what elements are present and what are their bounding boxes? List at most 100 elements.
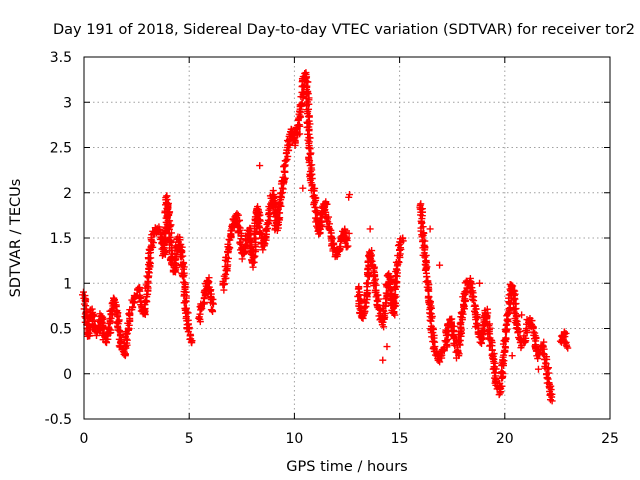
data-point — [354, 285, 362, 293]
data-point — [489, 365, 497, 373]
data-point — [274, 207, 282, 215]
data-point — [502, 321, 510, 329]
data-point — [113, 319, 121, 327]
data-point — [520, 332, 528, 340]
tick-labels: 0 5 10 15 20 25 -0.5 0 0.5 1 1.5 2 2.5 3 3.5 — [45, 50, 619, 447]
data-point — [467, 288, 475, 296]
data-point — [278, 184, 286, 192]
data-point — [514, 329, 522, 337]
data-point — [489, 354, 497, 362]
data-point — [501, 326, 509, 334]
data-point — [110, 294, 118, 302]
data-point — [343, 234, 351, 242]
data-point — [362, 299, 370, 307]
data-point — [505, 299, 513, 307]
data-point — [114, 326, 122, 334]
data-point — [248, 259, 256, 267]
data-point — [208, 306, 216, 314]
data-point — [185, 325, 193, 333]
data-point — [498, 368, 506, 376]
data-point — [330, 241, 338, 249]
data-point — [422, 261, 430, 269]
data-point — [430, 337, 438, 345]
data-point — [379, 356, 387, 364]
data-point — [345, 229, 353, 237]
data-point — [291, 136, 299, 144]
y-tick-label: -0.5 — [45, 412, 72, 428]
data-point — [564, 344, 572, 352]
data-point — [421, 253, 429, 261]
data-point — [394, 252, 402, 260]
data-point — [543, 365, 551, 373]
x-tick-label: 20 — [496, 431, 514, 447]
data-point — [356, 296, 364, 304]
data-point — [540, 338, 548, 346]
data-point — [209, 300, 217, 308]
data-point — [316, 219, 324, 227]
y-tick-label: 3.5 — [50, 50, 72, 66]
data-point — [180, 263, 188, 271]
y-axis-label: SDTVAR / TECUs — [8, 179, 24, 298]
data-point — [282, 157, 290, 165]
data-point — [306, 150, 314, 158]
data-point — [149, 230, 157, 238]
data-point — [181, 284, 189, 292]
data-point — [426, 225, 434, 233]
data-point — [363, 286, 371, 294]
data-point — [399, 234, 407, 242]
data-point — [164, 217, 172, 225]
data-point — [532, 334, 540, 342]
data-point — [365, 269, 373, 277]
data-point — [343, 243, 351, 251]
data-point — [426, 316, 434, 324]
data-point — [256, 162, 264, 170]
data-point — [518, 311, 526, 319]
data-point — [388, 309, 396, 317]
data-point — [310, 199, 318, 207]
data-point — [298, 99, 306, 107]
x-axis-label: GPS time / hours — [286, 459, 407, 475]
data-point — [562, 329, 570, 337]
data-point — [299, 184, 307, 192]
data-point — [259, 246, 267, 254]
data-point — [468, 295, 476, 303]
data-point — [255, 222, 263, 230]
data-point — [355, 291, 363, 299]
data-point — [380, 323, 388, 331]
data-point — [345, 193, 353, 201]
data-point — [366, 225, 374, 233]
data-point — [456, 337, 464, 345]
data-point — [502, 334, 510, 342]
data-point — [486, 341, 494, 349]
data-point — [177, 253, 185, 261]
data-point — [436, 261, 444, 269]
data-point — [163, 199, 171, 207]
data-point — [510, 308, 518, 316]
data-point — [419, 238, 427, 246]
data-point — [120, 346, 128, 354]
data-point — [392, 278, 400, 286]
data-point — [222, 253, 230, 261]
data-point — [508, 352, 516, 360]
chart-title: Day 191 of 2018, Sidereal Day-to-day VTE… — [53, 22, 635, 38]
data-point — [534, 365, 542, 373]
data-point — [178, 272, 186, 280]
data-point — [307, 179, 315, 187]
data-point — [281, 174, 289, 182]
data-point — [209, 299, 217, 307]
x-tick-label: 15 — [391, 431, 409, 447]
data-series — [79, 69, 572, 405]
y-tick-label: 3 — [63, 95, 72, 111]
data-point — [563, 343, 571, 351]
data-point — [184, 309, 192, 317]
data-point — [90, 312, 98, 320]
data-point — [187, 338, 195, 346]
data-point — [113, 311, 121, 319]
data-point — [534, 355, 542, 363]
x-tick-label: 0 — [80, 431, 89, 447]
data-point — [85, 329, 93, 337]
y-tick-label: 0 — [63, 367, 72, 383]
data-point — [79, 288, 87, 296]
data-point — [496, 379, 504, 387]
